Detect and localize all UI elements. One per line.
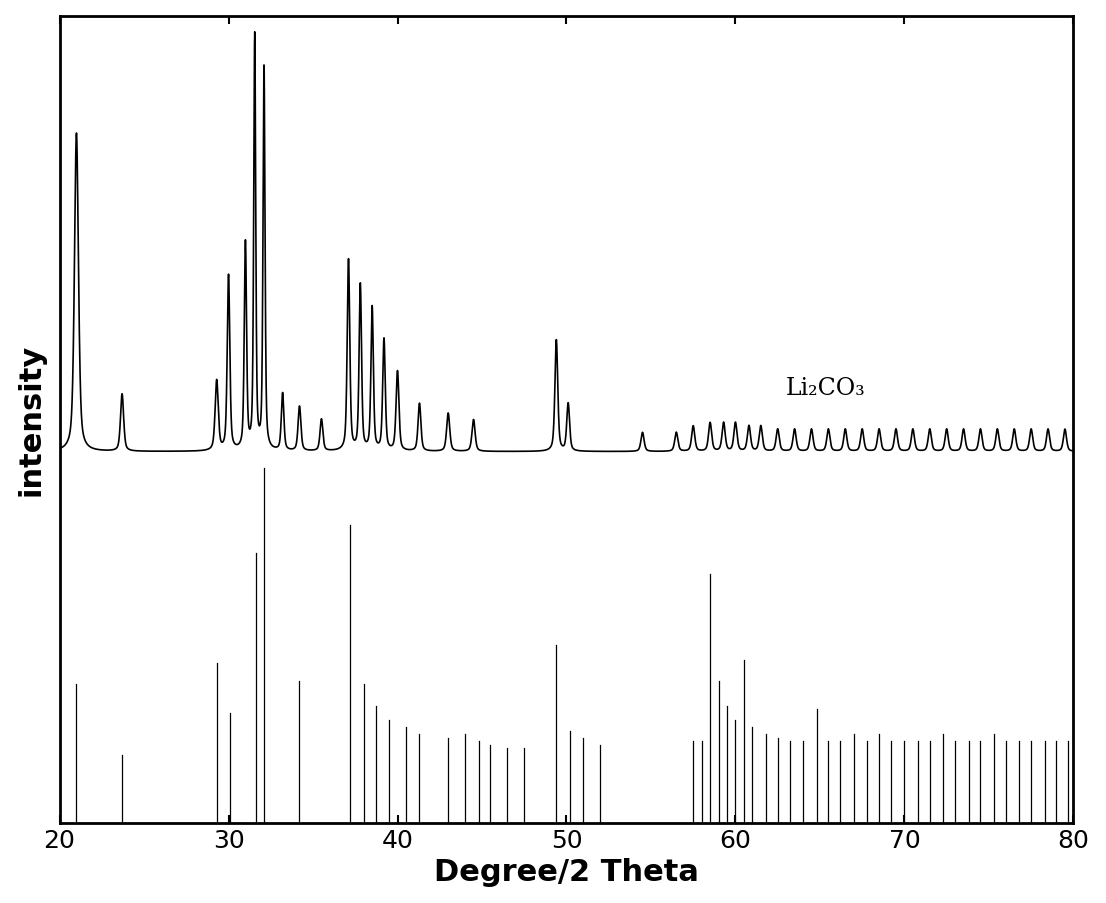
Text: Li₂CO₃: Li₂CO₃ xyxy=(786,376,866,399)
Y-axis label: intensity: intensity xyxy=(17,344,45,496)
X-axis label: Degree/2 Theta: Degree/2 Theta xyxy=(434,857,699,887)
